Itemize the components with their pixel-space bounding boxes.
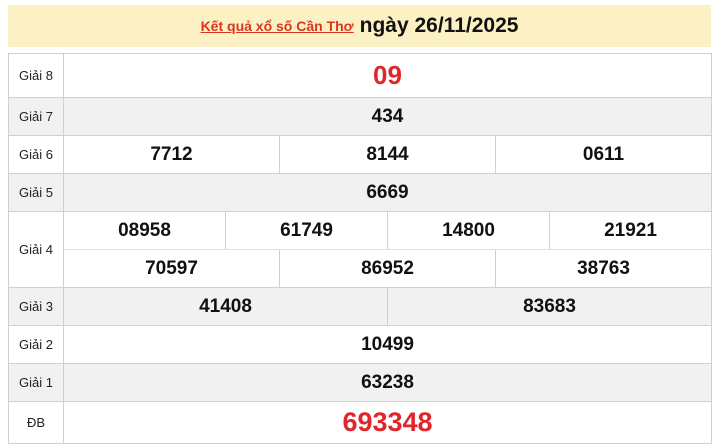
prize-number: 434 [64, 98, 712, 135]
draw-date: ngày 26/11/2025 [359, 14, 519, 37]
prize-numbers: 6669 [64, 174, 712, 211]
prize-number: 0611 [496, 136, 712, 173]
prize-number: 693348 [64, 402, 712, 443]
prize-number: 21921 [550, 212, 712, 249]
prize-numbers: 63238 [64, 364, 712, 401]
prize-row: Giải 4 08958 61749 14800 21921 70597 86952 3876… [9, 212, 712, 288]
prize-row: Giải 5 6669 [9, 174, 712, 212]
prize-row: Giải 2 10499 [9, 326, 712, 364]
results-link[interactable]: Kết quả xổ số Cần Thơ [200, 18, 354, 34]
prize-row: Giải 6 7712 8144 0611 [9, 136, 712, 174]
prize-row: Giải 7 434 [9, 98, 712, 136]
prize-numbers: 41408 83683 [64, 288, 712, 325]
prize-label: Giải 1 [9, 364, 64, 401]
prize-number: 41408 [64, 288, 388, 325]
prize-row: Giải 3 41408 83683 [9, 288, 712, 326]
prize-label: Giải 2 [9, 326, 64, 363]
prize-numbers: 434 [64, 98, 712, 135]
prize-number: 61749 [226, 212, 388, 249]
prize-numbers: 693348 [64, 402, 712, 443]
number-row: 10499 [64, 326, 712, 363]
prize-number: 7712 [64, 136, 280, 173]
prize-number: 86952 [280, 250, 496, 287]
prize-number: 09 [64, 54, 712, 97]
prize-label: Giải 8 [9, 54, 64, 97]
number-row: 434 [64, 98, 712, 135]
results-table: Giải 8 09 Giải 7 434 Giải 6 7712 8144 0611 Giải … [8, 53, 712, 444]
prize-row: Giải 8 09 [9, 54, 712, 98]
prize-label: Giải 7 [9, 98, 64, 135]
prize-row: ĐB 693348 [9, 402, 712, 444]
number-row: 6669 [64, 174, 712, 211]
prize-numbers: 10499 [64, 326, 712, 363]
prize-number: 14800 [388, 212, 550, 249]
prize-label: Giải 4 [9, 212, 64, 287]
prize-number: 08958 [64, 212, 226, 249]
prize-label: ĐB [9, 402, 64, 443]
number-row: 70597 86952 38763 [64, 249, 712, 287]
number-row: 7712 8144 0611 [64, 136, 712, 173]
prize-number: 10499 [64, 326, 712, 363]
number-row: 693348 [64, 402, 712, 443]
prize-numbers: 09 [64, 54, 712, 97]
number-row: 63238 [64, 364, 712, 401]
prize-number: 8144 [280, 136, 496, 173]
results-header: Kết quả xổ số Cần Thơ ngày 26/11/2025 [8, 5, 711, 47]
prize-number: 70597 [64, 250, 280, 287]
prize-numbers: 7712 8144 0611 [64, 136, 712, 173]
prize-numbers: 08958 61749 14800 21921 70597 86952 38763 [64, 212, 712, 287]
prize-number: 6669 [64, 174, 712, 211]
prize-label: Giải 6 [9, 136, 64, 173]
prize-row: Giải 1 63238 [9, 364, 712, 402]
prize-number: 38763 [496, 250, 712, 287]
number-row: 41408 83683 [64, 288, 712, 325]
number-row: 09 [64, 54, 712, 97]
number-row: 08958 61749 14800 21921 [64, 212, 712, 249]
prize-number: 83683 [388, 288, 712, 325]
prize-label: Giải 5 [9, 174, 64, 211]
prize-label: Giải 3 [9, 288, 64, 325]
prize-number: 63238 [64, 364, 712, 401]
